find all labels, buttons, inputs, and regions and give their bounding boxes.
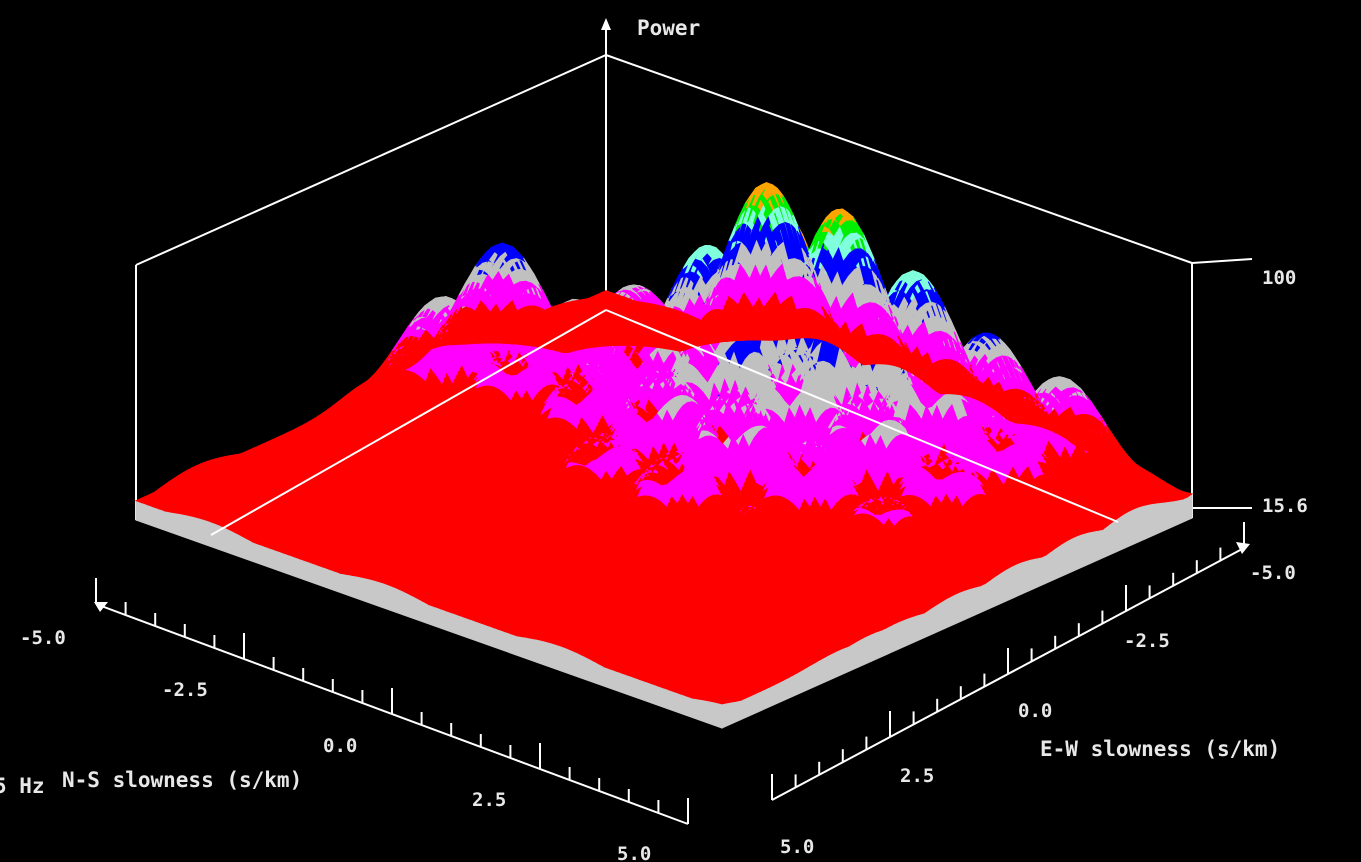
box-top-edges [135, 53, 1193, 266]
z-max-tick [1191, 258, 1253, 264]
power-surface [134, 182, 1194, 729]
power-axis-arrow [601, 18, 611, 30]
